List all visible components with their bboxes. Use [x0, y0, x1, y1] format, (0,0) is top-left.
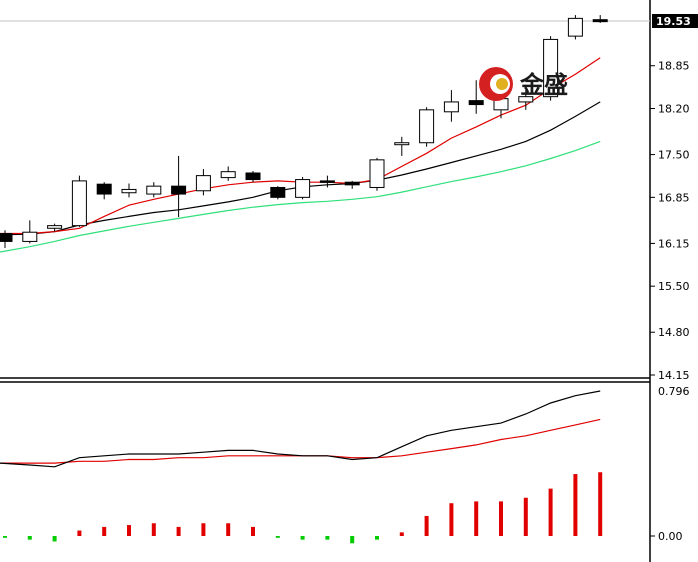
- logo-label: 金盛: [519, 71, 568, 99]
- candle-body: [0, 233, 13, 242]
- candle-body: [419, 109, 435, 144]
- candle-body: [195, 175, 211, 192]
- candle: [121, 183, 137, 198]
- candle: [543, 36, 559, 101]
- candle: [394, 136, 410, 156]
- macd-histogram-bar: [573, 474, 578, 536]
- candle-body: [443, 101, 459, 113]
- candle-body: [344, 181, 360, 186]
- candle: [518, 90, 534, 110]
- candle: [319, 175, 335, 188]
- macd-histogram-bar: [375, 536, 379, 540]
- price-tick-label: 14.15: [658, 369, 690, 382]
- current-price-label: 19.53: [656, 15, 691, 28]
- candle: [22, 220, 38, 244]
- candle: [468, 80, 484, 114]
- macd-histogram-bar: [176, 526, 181, 536]
- candle: [443, 90, 459, 122]
- macd-histogram-bar: [449, 503, 454, 536]
- candle-body: [543, 38, 559, 98]
- macd-histogram-bar: [598, 472, 603, 536]
- candle-body: [270, 186, 286, 198]
- price-tick-label: 16.85: [658, 191, 690, 204]
- candle-body: [394, 142, 410, 146]
- candle: [171, 155, 187, 218]
- candle-body: [47, 225, 63, 229]
- current-price-tag: [652, 14, 698, 28]
- macd-histogram-bar: [27, 536, 32, 540]
- macd-histogram-bar: [102, 526, 107, 536]
- price-tick-label: 17.50: [658, 149, 690, 162]
- candle-body: [369, 159, 385, 188]
- macd-histogram-bar: [52, 536, 57, 542]
- candle-body: [96, 183, 112, 195]
- macd-histogram-bar: [151, 523, 156, 536]
- candle-body: [22, 231, 38, 242]
- candle: [195, 169, 211, 196]
- price-tick-label: 15.50: [658, 280, 690, 293]
- logo-dot-icon: [496, 78, 508, 90]
- candle: [295, 176, 311, 200]
- price-tick-label: 18.85: [658, 60, 690, 73]
- macd-histogram-bar: [3, 536, 7, 538]
- candle-body: [468, 100, 484, 106]
- candle: [0, 230, 13, 249]
- macd-histogram-bar: [350, 536, 355, 544]
- macd-histogram-bar: [424, 515, 429, 536]
- candle: [567, 15, 583, 40]
- macd-tick-label: 0.00: [658, 530, 683, 543]
- macd-histogram-bar: [201, 523, 206, 536]
- candle: [344, 180, 360, 189]
- ma-slow-line: [0, 140, 601, 253]
- price-tick-label: 14.80: [658, 326, 690, 339]
- macd-histogram-bar: [275, 536, 280, 538]
- candle: [47, 223, 63, 232]
- price-panel: [0, 15, 650, 253]
- price-tick-label: 18.20: [658, 103, 690, 116]
- macd-histogram-bar: [77, 530, 82, 536]
- candle: [592, 15, 608, 23]
- macd-histogram-bar: [399, 532, 404, 536]
- candle: [419, 107, 435, 147]
- candle: [369, 157, 385, 191]
- candle-body: [121, 188, 137, 194]
- macd-panel: [0, 390, 603, 544]
- candle-body: [319, 180, 335, 183]
- candle: [71, 175, 87, 227]
- macd-histogram-bar: [127, 525, 131, 536]
- price-axis: 18.85 18.20 17.50 16.85 16.15 15.50 14.80 14.15…: [650, 14, 698, 543]
- price-tick-label: 16.15: [658, 237, 690, 250]
- candle-body: [245, 172, 261, 181]
- macd-dif-line: [0, 390, 601, 468]
- candle: [245, 171, 261, 183]
- ma-mid-line: [0, 101, 601, 236]
- macd-histogram-bar: [251, 526, 255, 536]
- macd-histogram-bar: [226, 523, 231, 536]
- candle-body: [518, 96, 534, 103]
- macd-histogram-bar: [499, 501, 503, 536]
- macd-histogram-bar: [300, 536, 305, 540]
- macd-tick-label: 0.796: [658, 385, 690, 398]
- candle-body: [592, 19, 608, 23]
- candle-body: [146, 185, 162, 195]
- candle-body: [71, 180, 87, 227]
- candle-body: [220, 171, 236, 179]
- candle: [270, 186, 286, 200]
- chart-frame: [0, 0, 651, 562]
- candle-body: [171, 185, 187, 195]
- watermark-logo: 金盛: [479, 67, 568, 101]
- candle-body: [295, 179, 311, 198]
- candle: [146, 182, 162, 198]
- macd-histogram-bar: [523, 497, 528, 536]
- candle-body: [567, 17, 583, 37]
- candle: [96, 182, 112, 200]
- macd-histogram-bar: [474, 501, 479, 536]
- macd-histogram-bar: [325, 536, 330, 540]
- candle: [220, 166, 236, 181]
- macd-histogram-bar: [548, 488, 553, 536]
